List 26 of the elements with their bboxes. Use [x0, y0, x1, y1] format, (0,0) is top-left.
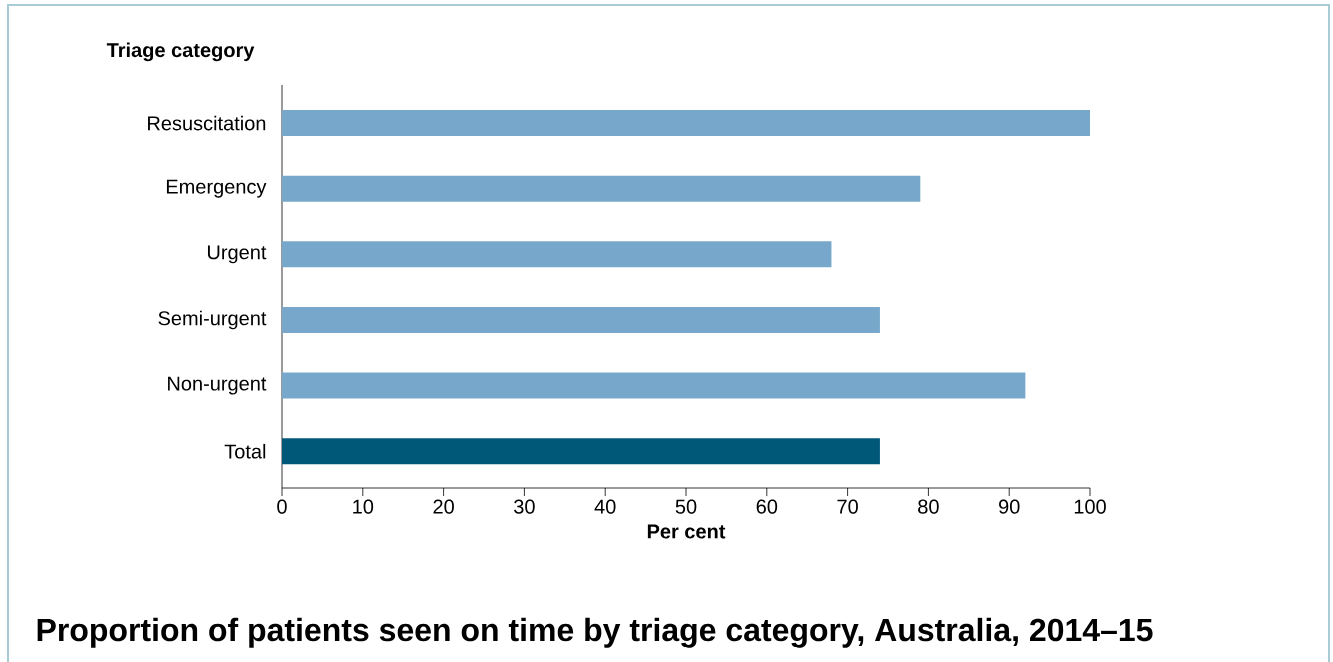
bar — [282, 175, 921, 202]
x-tick-label: 20 — [433, 499, 454, 514]
x-tick-label: 50 — [675, 499, 697, 514]
bar — [282, 110, 1091, 137]
bar — [282, 438, 880, 465]
x-tick-label: 80 — [918, 499, 939, 514]
x-tick-label: 70 — [837, 499, 858, 514]
x-tick-label: 90 — [999, 499, 1020, 514]
x-tick-label: 40 — [594, 499, 616, 514]
text: Proportion of patients seen on time by triage category, Australia, 2014–15 — [37, 617, 1153, 648]
y-tick-label: Non-urgent — [168, 376, 267, 395]
x-tick-label: 10 — [353, 499, 374, 514]
y-axis-title: Triage category — [106, 42, 255, 62]
y-tick-label: Total — [224, 443, 266, 459]
bar — [282, 306, 880, 333]
y-tick-label: Emergency — [166, 179, 267, 198]
x-axis-title: Per cent — [647, 524, 726, 539]
bar — [282, 241, 832, 268]
x-tick-label: 100 — [1074, 499, 1106, 514]
y-tick-label: Semi-urgent — [158, 310, 267, 330]
x-tick-label: 30 — [514, 499, 535, 514]
x-tick-label: 60 — [756, 499, 778, 514]
bar — [282, 372, 1026, 399]
y-tick-label: Urgent — [207, 245, 267, 264]
x-tick-label: 0 — [277, 499, 287, 514]
y-tick-label: Resuscitation — [148, 115, 266, 131]
